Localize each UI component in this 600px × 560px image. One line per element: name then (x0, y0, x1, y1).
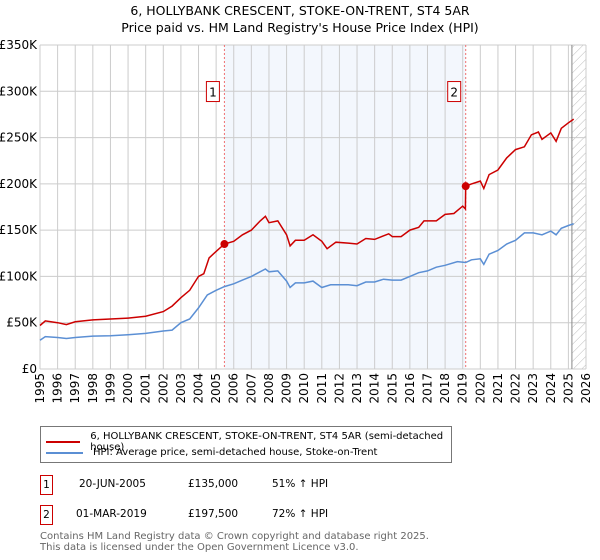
x-tick-label: 2008 (262, 373, 276, 404)
y-tick-label: £50K (6, 316, 38, 330)
y-tick-label: £350K (0, 38, 38, 52)
y-tick-label: £100K (0, 269, 38, 283)
x-tick-label: 2016 (403, 373, 417, 404)
transaction-price: £197,500 (188, 508, 239, 520)
shaded-period (224, 45, 466, 369)
x-tick-label: 2015 (385, 373, 399, 404)
forecast-hatch (571, 45, 586, 369)
x-tick-label: 1998 (86, 373, 100, 404)
legend-label: 6, HOLLYBANK CRESCENT, STOKE-ON-TRENT, S… (90, 431, 444, 453)
x-tick-label: 2025 (561, 373, 575, 404)
x-tick-label: 1995 (33, 373, 47, 404)
x-tick-label: 2018 (438, 373, 452, 404)
annotation-label: 1 (209, 86, 217, 100)
line-chart: 1995 1996 1997 1998 1999 2000 2001 2002 2003 2004… (0, 38, 593, 404)
y-tick-label: £200K (0, 177, 38, 191)
x-tick-label: 2000 (121, 373, 135, 404)
y-tick-label: £250K (0, 131, 38, 145)
annotation-box (205, 81, 220, 103)
transaction-marker: 1 (40, 475, 53, 495)
footer-copyright: Contains HM Land Registry data © Crown c… (40, 531, 429, 542)
x-tick-label: 2020 (473, 373, 487, 404)
transaction-hpi: 72% ↑ HPI (272, 508, 329, 520)
x-tick-label: 2009 (280, 373, 294, 404)
x-tick-label: 2002 (156, 373, 170, 404)
x-tick-label: 1997 (68, 373, 82, 404)
x-tick-label: 1996 (51, 373, 65, 404)
annotation-label: 2 (450, 86, 458, 100)
y-tick-label: £300K (0, 84, 38, 98)
x-tick-label: 2014 (368, 373, 382, 404)
x-tick-label: 2022 (509, 373, 523, 404)
series-line (39, 118, 575, 327)
x-tick-label: 2003 (174, 373, 188, 404)
x-tick-label: 2021 (491, 373, 505, 404)
x-tick-label: 2023 (526, 373, 540, 404)
chart-title: 6, HOLLYBANK CRESCENT, STOKE-ON-TRENT, S… (130, 3, 470, 18)
transaction-price: £135,000 (188, 478, 239, 490)
footer: Contains HM Land Registry data © Crown c… (40, 531, 429, 553)
x-tick-label: 2004 (192, 373, 206, 404)
legend-label: HPI: Average price, semi-detached house,… (93, 447, 378, 458)
x-tick-label: 1999 (103, 373, 117, 404)
x-tick-label: 2019 (456, 373, 470, 404)
sale-point (220, 240, 229, 249)
sale-point (461, 182, 470, 191)
x-tick-label: 2024 (544, 373, 558, 404)
transaction-date: 01-MAR-2019 (76, 508, 147, 520)
x-tick-label: 2007 (244, 373, 258, 404)
chart-subtitle: Price paid vs. HM Land Registry's House … (121, 20, 479, 35)
legend: 6, HOLLYBANK CRESCENT, STOKE-ON-TRENT, S… (40, 426, 452, 463)
y-tick-label: £0 (22, 362, 37, 376)
footer-licence: This data is licensed under the Open Gov… (40, 542, 359, 553)
x-tick-label: 2012 (332, 373, 346, 404)
series-line (39, 222, 574, 341)
transaction-marker: 2 (40, 505, 53, 525)
legend-item-hpi: HPI: Average price, semi-detached house,… (46, 447, 377, 458)
red-line-swatch (46, 441, 81, 443)
x-tick-label: 2005 (209, 373, 223, 404)
x-tick-label: 2001 (139, 373, 153, 404)
x-tick-label: 2006 (227, 373, 241, 404)
annotation-box (447, 81, 462, 103)
transaction-date: 20-JUN-2005 (79, 478, 146, 490)
x-tick-label: 2017 (420, 373, 434, 404)
x-tick-label: 2011 (315, 373, 329, 404)
x-tick-label: 2026 (579, 373, 593, 404)
x-tick-label: 2010 (297, 373, 311, 404)
y-tick-label: £150K (0, 223, 38, 237)
legend-item-property: 6, HOLLYBANK CRESCENT, STOKE-ON-TRENT, S… (46, 431, 451, 453)
transaction-hpi: 51% ↑ HPI (272, 478, 329, 490)
x-tick-label: 2013 (350, 373, 364, 404)
blue-line-swatch (46, 451, 83, 454)
